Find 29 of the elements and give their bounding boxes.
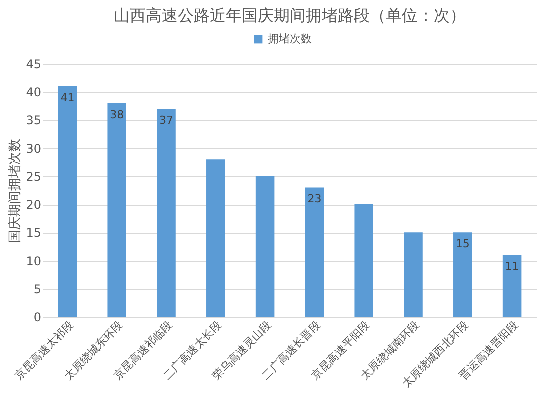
y-tick-label: 30 xyxy=(26,142,42,156)
bar xyxy=(454,232,472,317)
text: 38 xyxy=(110,108,124,122)
bar xyxy=(404,232,423,317)
bar xyxy=(502,255,522,317)
y-tick-label: 45 xyxy=(26,58,42,72)
y-tick-label: 0 xyxy=(34,310,42,324)
text: 11 xyxy=(505,260,520,274)
text: 41 xyxy=(60,91,75,104)
y-tick-label: 25 xyxy=(26,170,42,184)
y-tick-label: 10 xyxy=(26,254,42,268)
text: 15 xyxy=(456,238,470,251)
bar xyxy=(256,176,275,317)
bar xyxy=(58,86,78,317)
y-tick-label: 35 xyxy=(26,114,42,128)
text: 23 xyxy=(308,192,322,206)
bar xyxy=(157,108,176,317)
y-axis-title: 国庆期间拥堵次数 xyxy=(8,139,24,243)
y-tick-label: 5 xyxy=(34,282,42,296)
chart-title: 山西高速公路近年国庆期间拥堵路段（单位：次） xyxy=(114,6,466,25)
y-tick-label: 15 xyxy=(26,226,42,240)
bar xyxy=(305,188,324,317)
bar xyxy=(206,160,226,317)
bar xyxy=(108,103,126,317)
bar xyxy=(354,204,374,317)
text: 37 xyxy=(160,114,174,127)
legend-label: 拥堵次数 xyxy=(268,32,312,46)
y-tick-label: 40 xyxy=(26,86,42,100)
y-tick-label: 20 xyxy=(26,198,42,212)
